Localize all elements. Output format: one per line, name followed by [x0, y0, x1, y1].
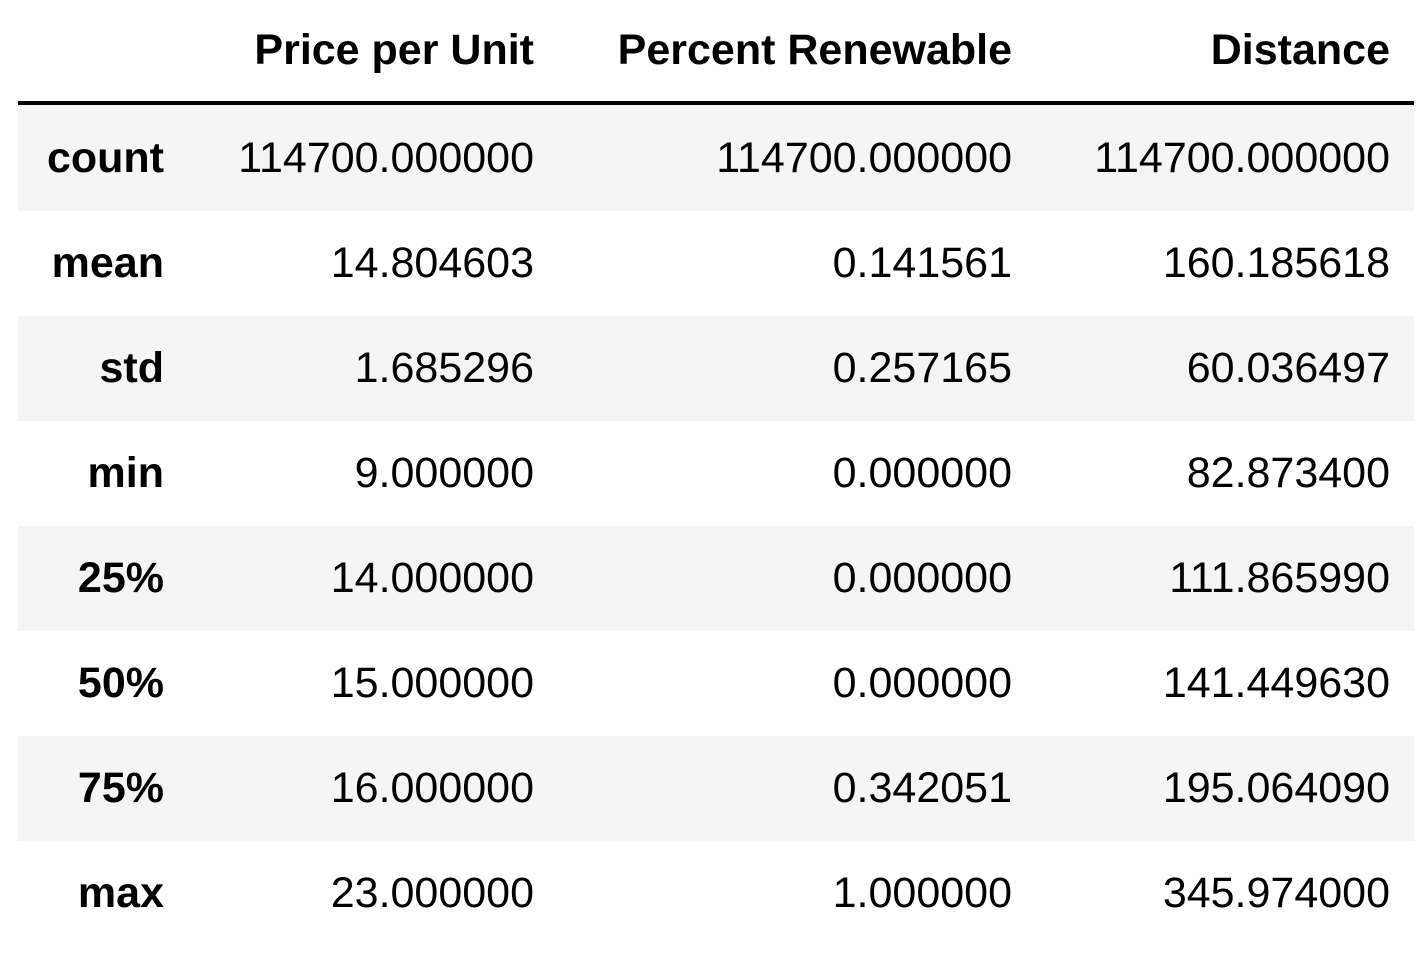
table-cell: 9.000000 — [354, 449, 534, 497]
table-cell: 60.036497 — [1186, 344, 1390, 392]
table-row: mean 14.804603 0.141561 160.185618 — [18, 211, 1414, 316]
table-cell: 0.000000 — [832, 554, 1012, 602]
table-cell: 114700.000000 — [1094, 133, 1390, 182]
table-cell: 15.000000 — [330, 659, 534, 707]
table-cell: 114700.000000 — [238, 133, 534, 182]
table-row: 25% 14.000000 0.000000 111.865990 — [18, 526, 1414, 631]
table-cell: 195.064090 — [1162, 764, 1390, 812]
table-cell: 16.000000 — [330, 764, 534, 812]
describe-table-container: Price per Unit Percent Renewable Distanc… — [18, 0, 1414, 946]
table-row: 75% 16.000000 0.342051 195.064090 — [18, 736, 1414, 841]
table-cell: 0.000000 — [832, 659, 1012, 707]
row-label: 25% — [77, 554, 164, 602]
row-label: 75% — [77, 764, 164, 812]
index-header — [18, 0, 176, 105]
column-header-distance: Distance — [1036, 0, 1414, 105]
table-row: min 9.000000 0.000000 82.873400 — [18, 421, 1414, 526]
header-row: Price per Unit Percent Renewable Distanc… — [18, 0, 1414, 105]
row-label: max — [77, 869, 164, 917]
describe-table: Price per Unit Percent Renewable Distanc… — [18, 0, 1414, 946]
row-label: mean — [51, 239, 164, 287]
row-label: min — [87, 449, 164, 497]
table-cell: 82.873400 — [1186, 449, 1390, 497]
table-cell: 0.342051 — [832, 764, 1012, 812]
row-label: std — [99, 344, 165, 392]
table-header: Price per Unit Percent Renewable Distanc… — [18, 0, 1414, 105]
table-cell: 345.974000 — [1162, 869, 1390, 917]
column-header-price-per-unit: Price per Unit — [176, 0, 558, 105]
table-cell: 114700.000000 — [716, 133, 1012, 182]
table-row: count 114700.000000 114700.000000 114700… — [18, 103, 1414, 211]
table-row: 50% 15.000000 0.000000 141.449630 — [18, 631, 1414, 736]
table-cell: 1.000000 — [832, 869, 1012, 917]
row-label: 50% — [77, 659, 164, 707]
table-cell: 14.804603 — [330, 239, 534, 287]
table-body: count 114700.000000 114700.000000 114700… — [18, 103, 1414, 946]
table-row: std 1.685296 0.257165 60.036497 — [18, 316, 1414, 421]
row-label: count — [46, 133, 164, 182]
table-row: max 23.000000 1.000000 345.974000 — [18, 841, 1414, 946]
table-cell: 0.257165 — [832, 344, 1012, 392]
table-cell: 160.185618 — [1162, 239, 1390, 287]
table-cell: 0.000000 — [832, 449, 1012, 497]
table-cell: 141.449630 — [1162, 659, 1390, 707]
table-cell: 14.000000 — [330, 554, 534, 602]
column-header-percent-renewable: Percent Renewable — [558, 0, 1036, 105]
table-cell: 1.685296 — [354, 344, 534, 392]
table-cell: 23.000000 — [330, 869, 534, 917]
table-cell: 111.865990 — [1169, 554, 1390, 602]
table-cell: 0.141561 — [832, 239, 1012, 287]
